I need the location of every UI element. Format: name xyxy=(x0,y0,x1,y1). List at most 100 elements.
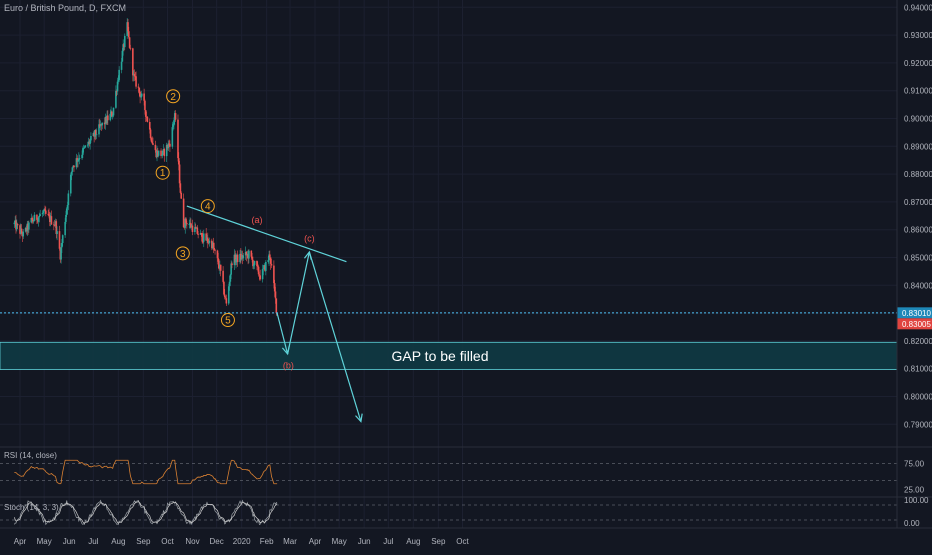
candle-body xyxy=(120,61,123,70)
candle-body xyxy=(161,155,163,156)
candle-body xyxy=(206,237,208,241)
candle-body xyxy=(134,76,137,77)
candle-body xyxy=(253,260,256,265)
candle-body xyxy=(183,227,186,228)
candle-body xyxy=(137,86,140,88)
wave-label-4: 4 xyxy=(200,199,215,214)
candle-body xyxy=(250,250,253,257)
wave-label-3: 3 xyxy=(175,246,190,261)
x-tick-label: 2020 xyxy=(233,537,251,546)
rsi-title: RSI (14, close) xyxy=(4,451,57,460)
candle-body xyxy=(219,264,222,271)
candles xyxy=(13,18,278,317)
candle-body xyxy=(128,31,130,38)
candle-body xyxy=(169,143,171,147)
y-tick-label: 0.94000 xyxy=(904,3,932,12)
candle-body xyxy=(94,129,96,137)
candle-body xyxy=(240,255,243,260)
candle-body xyxy=(179,183,182,193)
y-tick-label: 0.89000 xyxy=(904,142,932,151)
y-tick-label: 0.86000 xyxy=(904,226,932,235)
candle-body xyxy=(155,150,158,158)
candle-body xyxy=(222,270,224,282)
wave-label-circle xyxy=(175,246,190,261)
candle-body xyxy=(100,124,103,126)
candle-body xyxy=(262,268,265,270)
candle-body xyxy=(71,167,74,172)
stoch-tick-label: 100.00 xyxy=(904,496,929,505)
candle-body xyxy=(107,115,109,121)
candle-body xyxy=(178,164,181,184)
x-tick-label: Dec xyxy=(210,537,224,546)
candle-body xyxy=(60,247,62,260)
candle-body xyxy=(77,159,79,162)
candle-body xyxy=(99,124,102,127)
candle-body xyxy=(146,116,149,122)
candle-body xyxy=(89,140,91,144)
candle-body xyxy=(37,217,40,222)
candle-body xyxy=(218,264,220,269)
candle-body xyxy=(270,263,273,266)
candle-body xyxy=(14,220,16,223)
candle-body xyxy=(26,223,29,232)
candle-body xyxy=(160,150,162,156)
x-tick-label: May xyxy=(37,537,52,546)
candle-body xyxy=(230,263,232,275)
candle-body xyxy=(36,214,38,220)
candle-body xyxy=(82,148,84,155)
candle-body xyxy=(167,143,170,149)
candle-body xyxy=(251,256,253,260)
candle-body xyxy=(274,291,277,299)
wave-label-text: 3 xyxy=(180,249,186,260)
candle-body xyxy=(195,227,198,229)
axes: 0.94000 0.93000 0.92000 0.91000 0.90000 0.890… xyxy=(14,0,932,546)
wave-label-circle xyxy=(155,165,170,180)
candle-body xyxy=(20,228,22,234)
candle-body xyxy=(28,222,30,230)
y-tick-label: 0.81000 xyxy=(904,365,932,374)
x-tick-label: Mar xyxy=(283,537,297,546)
candle-body xyxy=(212,242,215,248)
candle-body xyxy=(111,111,113,117)
candle-body xyxy=(224,297,227,299)
candle-body xyxy=(149,129,152,139)
candle-body xyxy=(217,258,220,265)
candle-body xyxy=(44,210,47,214)
candle-body xyxy=(188,224,191,225)
candle-body xyxy=(245,251,248,256)
candle-body xyxy=(156,150,158,158)
candle-body xyxy=(43,209,45,212)
last-price-tag-bg xyxy=(897,318,932,330)
candle-body xyxy=(67,193,70,206)
candle-body xyxy=(172,124,174,128)
candle-body xyxy=(186,223,188,225)
candle-body xyxy=(227,286,230,304)
candle-body xyxy=(239,253,241,263)
candle-body xyxy=(32,220,35,222)
candle-body xyxy=(194,227,196,233)
candle-body xyxy=(36,219,39,222)
candle-body xyxy=(267,260,270,262)
candle-body xyxy=(190,222,192,228)
overlays: 1 2 3 4 5 (a) (b) (c) xyxy=(0,89,897,423)
candle-body xyxy=(235,259,237,263)
candle-body xyxy=(140,93,143,97)
candle-body xyxy=(252,264,255,267)
candle-body xyxy=(177,158,180,165)
candle-body xyxy=(128,37,131,48)
candle-body xyxy=(75,158,78,168)
candle-body xyxy=(213,247,216,250)
candle-body xyxy=(123,44,125,48)
candle-body xyxy=(16,223,19,226)
y-tick-label: 0.85000 xyxy=(904,254,932,263)
candle-body xyxy=(83,147,86,149)
candle-body xyxy=(53,224,55,226)
candle-body xyxy=(123,35,126,48)
rsi-line xyxy=(14,459,278,485)
candle-body xyxy=(241,255,244,259)
wave-label-text: 4 xyxy=(205,202,211,213)
wave-label-circle xyxy=(200,199,215,214)
trendline xyxy=(186,205,347,263)
